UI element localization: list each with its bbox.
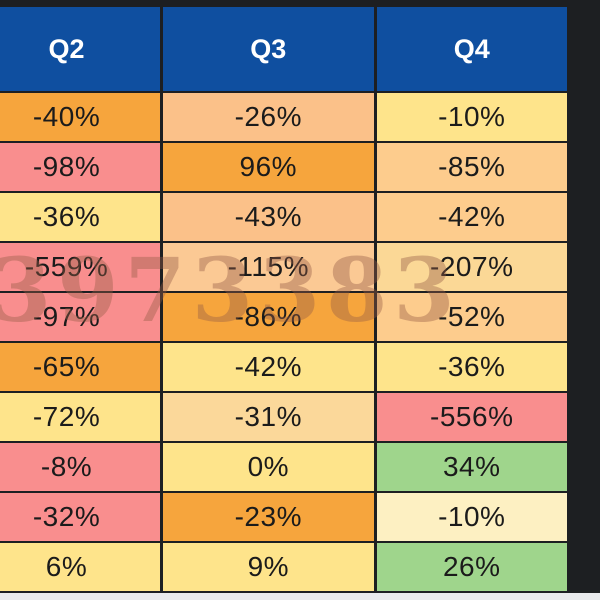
table-row: -36% -43% -42% <box>0 193 567 241</box>
table-cell: -10% <box>376 93 567 141</box>
table-cell: -32% <box>0 493 161 541</box>
table-cell: 9% <box>163 543 374 591</box>
table-cell: -72% <box>0 393 161 441</box>
header-q3: Q3 <box>163 7 374 91</box>
table-cell: -86% <box>163 293 374 341</box>
table-cell: -42% <box>163 343 374 391</box>
table-cell: -98% <box>0 143 161 191</box>
table-row: -98% 96% -85% <box>0 143 567 191</box>
table-row: 6% 9% 26% <box>0 543 567 591</box>
table-cell: -115% <box>163 243 374 291</box>
table-cell: -52% <box>376 293 567 341</box>
table-cell: -36% <box>376 343 567 391</box>
table-cell: -559% <box>0 243 161 291</box>
table-cell: 6% <box>0 543 161 591</box>
table-cell: 0% <box>163 443 374 491</box>
table-row: -97% -86% -52% <box>0 293 567 341</box>
table-row: -72% -31% -556% <box>0 393 567 441</box>
table-cell: -26% <box>163 93 374 141</box>
table-cell: -43% <box>163 193 374 241</box>
quarterly-table: Q2 Q3 Q4 -40% -26% -10% -98% 96% -85% -36% -43%… <box>0 5 570 593</box>
table-row: -32% -23% -10% <box>0 493 567 541</box>
table-cell: -31% <box>163 393 374 441</box>
header-q4: Q4 <box>376 7 567 91</box>
table-row: -40% -26% -10% <box>0 93 567 141</box>
table-cell: -85% <box>376 143 567 191</box>
table-row: -65% -42% -36% <box>0 343 567 391</box>
table-cell: -97% <box>0 293 161 341</box>
table-cell: -23% <box>163 493 374 541</box>
table-body: -40% -26% -10% -98% 96% -85% -36% -43% -42% -559%… <box>0 93 567 591</box>
table-row: -559% -115% -207% <box>0 243 567 291</box>
table-cell: 96% <box>163 143 374 191</box>
table-cell: -40% <box>0 93 161 141</box>
table-cell: 34% <box>376 443 567 491</box>
table-cell: -207% <box>376 243 567 291</box>
header-q2: Q2 <box>0 7 161 91</box>
table-cell: -556% <box>376 393 567 441</box>
table-cell: -42% <box>376 193 567 241</box>
table-cell: -10% <box>376 493 567 541</box>
table-row: -8% 0% 34% <box>0 443 567 491</box>
table-cell: 26% <box>376 543 567 591</box>
header-row: Q2 Q3 Q4 <box>0 7 567 91</box>
table-cell: -36% <box>0 193 161 241</box>
table-cell: -65% <box>0 343 161 391</box>
table-cell: -8% <box>0 443 161 491</box>
